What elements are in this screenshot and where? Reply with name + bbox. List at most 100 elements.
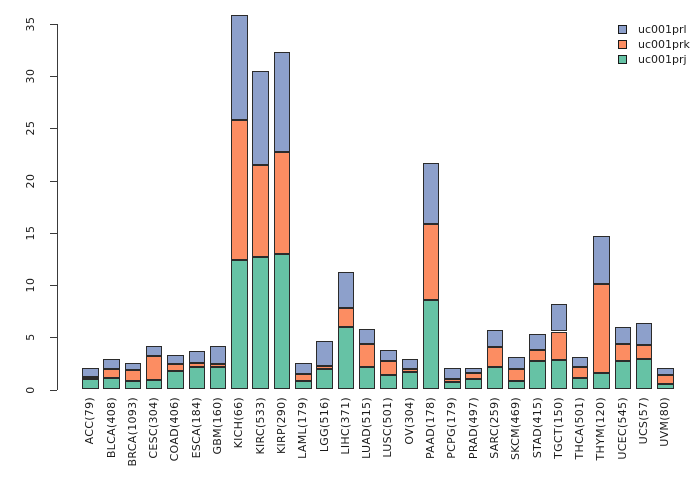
legend-label: uc001prk [638,38,690,51]
x-category-label: COAD(406) [168,397,182,462]
y-tick-label: 20 [24,173,37,188]
y-tick-label: 5 [24,333,37,342]
x-category-label: BRCA(1093) [125,397,139,467]
bar-segment-uc001prk [380,361,397,376]
bar-segment-uc001prk [444,378,461,383]
bar-segment-uc001prj [209,367,227,390]
x-category-label: LGG(516) [317,397,331,453]
x-category-label: UVM(80) [658,397,672,447]
y-tick-label: 35 [24,16,37,32]
bar-segment-uc001prk [635,345,653,360]
bar-segment-uc001prk [529,350,546,361]
legend-item-uc001prk: uc001prk [618,37,690,52]
bar-segment-uc001prj [337,326,355,390]
x-category-label: STAD(415) [530,397,544,459]
bar-segment-uc001prj [145,380,163,390]
bar-segment-uc001prk [337,307,355,327]
bar-segment-uc001prj [103,378,120,390]
x-category-label: THCA(501) [573,397,587,460]
bar-segment-uc001prj [295,381,312,390]
bar-segment-uc001prk [358,343,376,367]
x-category-label: CESC(304) [147,397,161,459]
y-tick [50,76,57,77]
bar-segment-uc001prj [124,381,142,390]
bar-segment-uc001prj [550,359,568,390]
bar-segment-uc001prk [486,347,504,367]
x-category-label: LAML(179) [296,397,310,459]
x-category-label: UCS(57) [637,397,651,445]
bar-segment-uc001prj [444,382,461,390]
bar-segment-uc001prk [571,367,589,378]
x-category-label: KIRP(290) [274,397,288,455]
x-category-label: ESCA(184) [189,397,203,459]
x-category-label: TGCT(150) [551,397,565,459]
x-category-label: PCPG(179) [445,397,459,459]
bar-segment-uc001prl [252,70,269,165]
bar-segment-uc001prl [188,350,205,363]
legend: uc001prl uc001prk uc001prj [618,22,690,67]
y-tick [50,23,57,25]
bar-segment-uc001prj [508,380,525,390]
bar-segment-uc001prl [209,345,227,364]
x-category-label: SARC(259) [487,397,501,459]
bar-segment-uc001prl [337,272,355,308]
bar-segment-uc001prl [593,235,610,285]
bar-segment-uc001prl [358,328,376,344]
bar-segment-uc001prk [316,365,333,370]
bar-segment-uc001prl [145,345,163,356]
x-category-label: UCEC(545) [615,397,629,460]
x-category-label: THYM(120) [594,397,608,461]
legend-item-uc001prl: uc001prl [618,22,690,37]
x-category-label: SKCM(469) [509,397,523,461]
bar-segment-uc001prl [103,358,120,369]
bar-segment-uc001prj [614,360,631,390]
bar-segment-uc001prl [380,349,397,362]
bar-segment-uc001prl [295,363,312,375]
x-category-label: ACC(79) [83,397,97,445]
y-tick-label: 30 [24,68,37,84]
bar-segment-uc001prk [508,369,525,381]
y-tick [50,285,57,286]
y-tick [50,389,57,391]
x-category-label: PRAD(497) [466,397,480,460]
bar-segment-uc001prk [82,377,99,380]
bar-segment-uc001prj [401,372,418,390]
bar-segment-uc001prk [422,224,440,300]
y-tick-label: 15 [24,225,37,241]
bar-segment-uc001prj [82,379,99,390]
legend-label: uc001prl [638,23,687,36]
bar-segment-uc001prk [550,331,568,360]
bar-segment-uc001prl [465,367,482,374]
bar-segment-uc001prj [273,253,291,390]
bar-segment-uc001prl [401,358,418,369]
bar-segment-uc001prj [231,259,248,390]
bar-segment-uc001prj [486,366,504,390]
bar-segment-uc001prk [188,362,205,368]
bar-segment-uc001prk [401,368,418,373]
y-tick [50,180,57,182]
bar-segment-uc001prj [635,359,653,390]
bar-segment-uc001prk [103,368,120,378]
y-tick-label: 25 [24,120,37,136]
bar-segment-uc001prk [593,284,610,373]
bar-segment-uc001prk [273,152,291,254]
bar-segment-uc001prj [593,372,610,390]
bar-segment-uc001prj [571,378,589,390]
legend-swatch-uc001prl [618,25,627,34]
bar-segment-uc001prl [231,15,248,120]
legend-swatch-uc001prk [618,40,627,49]
bar-segment-uc001prj [358,366,376,390]
bar-segment-uc001prl [529,334,546,351]
bar-segment-uc001prl [444,367,461,379]
x-category-label: LIHC(371) [338,397,352,455]
bar-segment-uc001prj [252,256,269,390]
x-category-label: KIRC(533) [253,397,267,455]
x-category-label: BLCA(408) [104,397,118,459]
bar-segment-uc001prl [635,322,653,346]
bar-segment-uc001prj [188,367,205,390]
x-category-label: KICH(66) [232,397,246,449]
bar-segment-uc001prj [167,371,184,390]
bar-segment-uc001prk [124,369,142,382]
